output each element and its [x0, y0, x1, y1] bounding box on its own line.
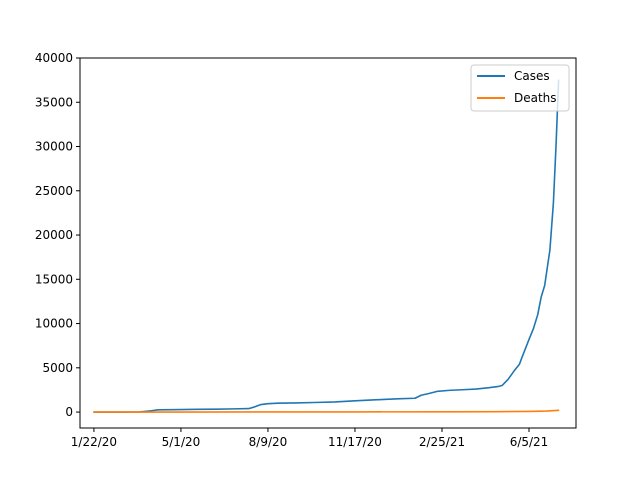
legend-label-deaths: Deaths — [514, 91, 557, 105]
y-tick-label: 5000 — [42, 361, 73, 375]
x-tick-label: 1/22/20 — [71, 435, 117, 449]
x-tick-label: 11/17/20 — [328, 435, 382, 449]
y-tick-label: 35000 — [35, 95, 73, 109]
y-tick-label: 30000 — [35, 140, 73, 154]
x-tick-label: 2/25/21 — [419, 435, 465, 449]
series-line-deaths — [93, 409, 560, 413]
x-tick-label: 6/5/21 — [510, 435, 549, 449]
plot-background — [80, 58, 576, 428]
y-axis: 0 5000 10000 15000 20000 25000 30000 35000 40000 — [35, 51, 80, 419]
y-tick-label: 25000 — [35, 184, 73, 198]
x-tick-label: 8/9/20 — [249, 435, 288, 449]
legend: Cases Deaths — [470, 64, 570, 112]
plot-frame — [79, 57, 577, 429]
series-layer — [93, 79, 560, 413]
x-tick-label: 5/1/20 — [162, 435, 201, 449]
y-tick-label: 15000 — [35, 272, 73, 286]
y-tick-label: 0 — [65, 405, 73, 419]
series-line-cases — [93, 79, 560, 413]
x-axis: 1/22/20 5/1/20 8/9/20 11/17/20 2/25/21 6/5/21 — [71, 428, 549, 449]
y-tick-label: 40000 — [35, 51, 73, 65]
y-tick-label: 20000 — [35, 228, 73, 242]
y-tick-label: 10000 — [35, 317, 73, 331]
legend-label-cases: Cases — [514, 69, 550, 83]
